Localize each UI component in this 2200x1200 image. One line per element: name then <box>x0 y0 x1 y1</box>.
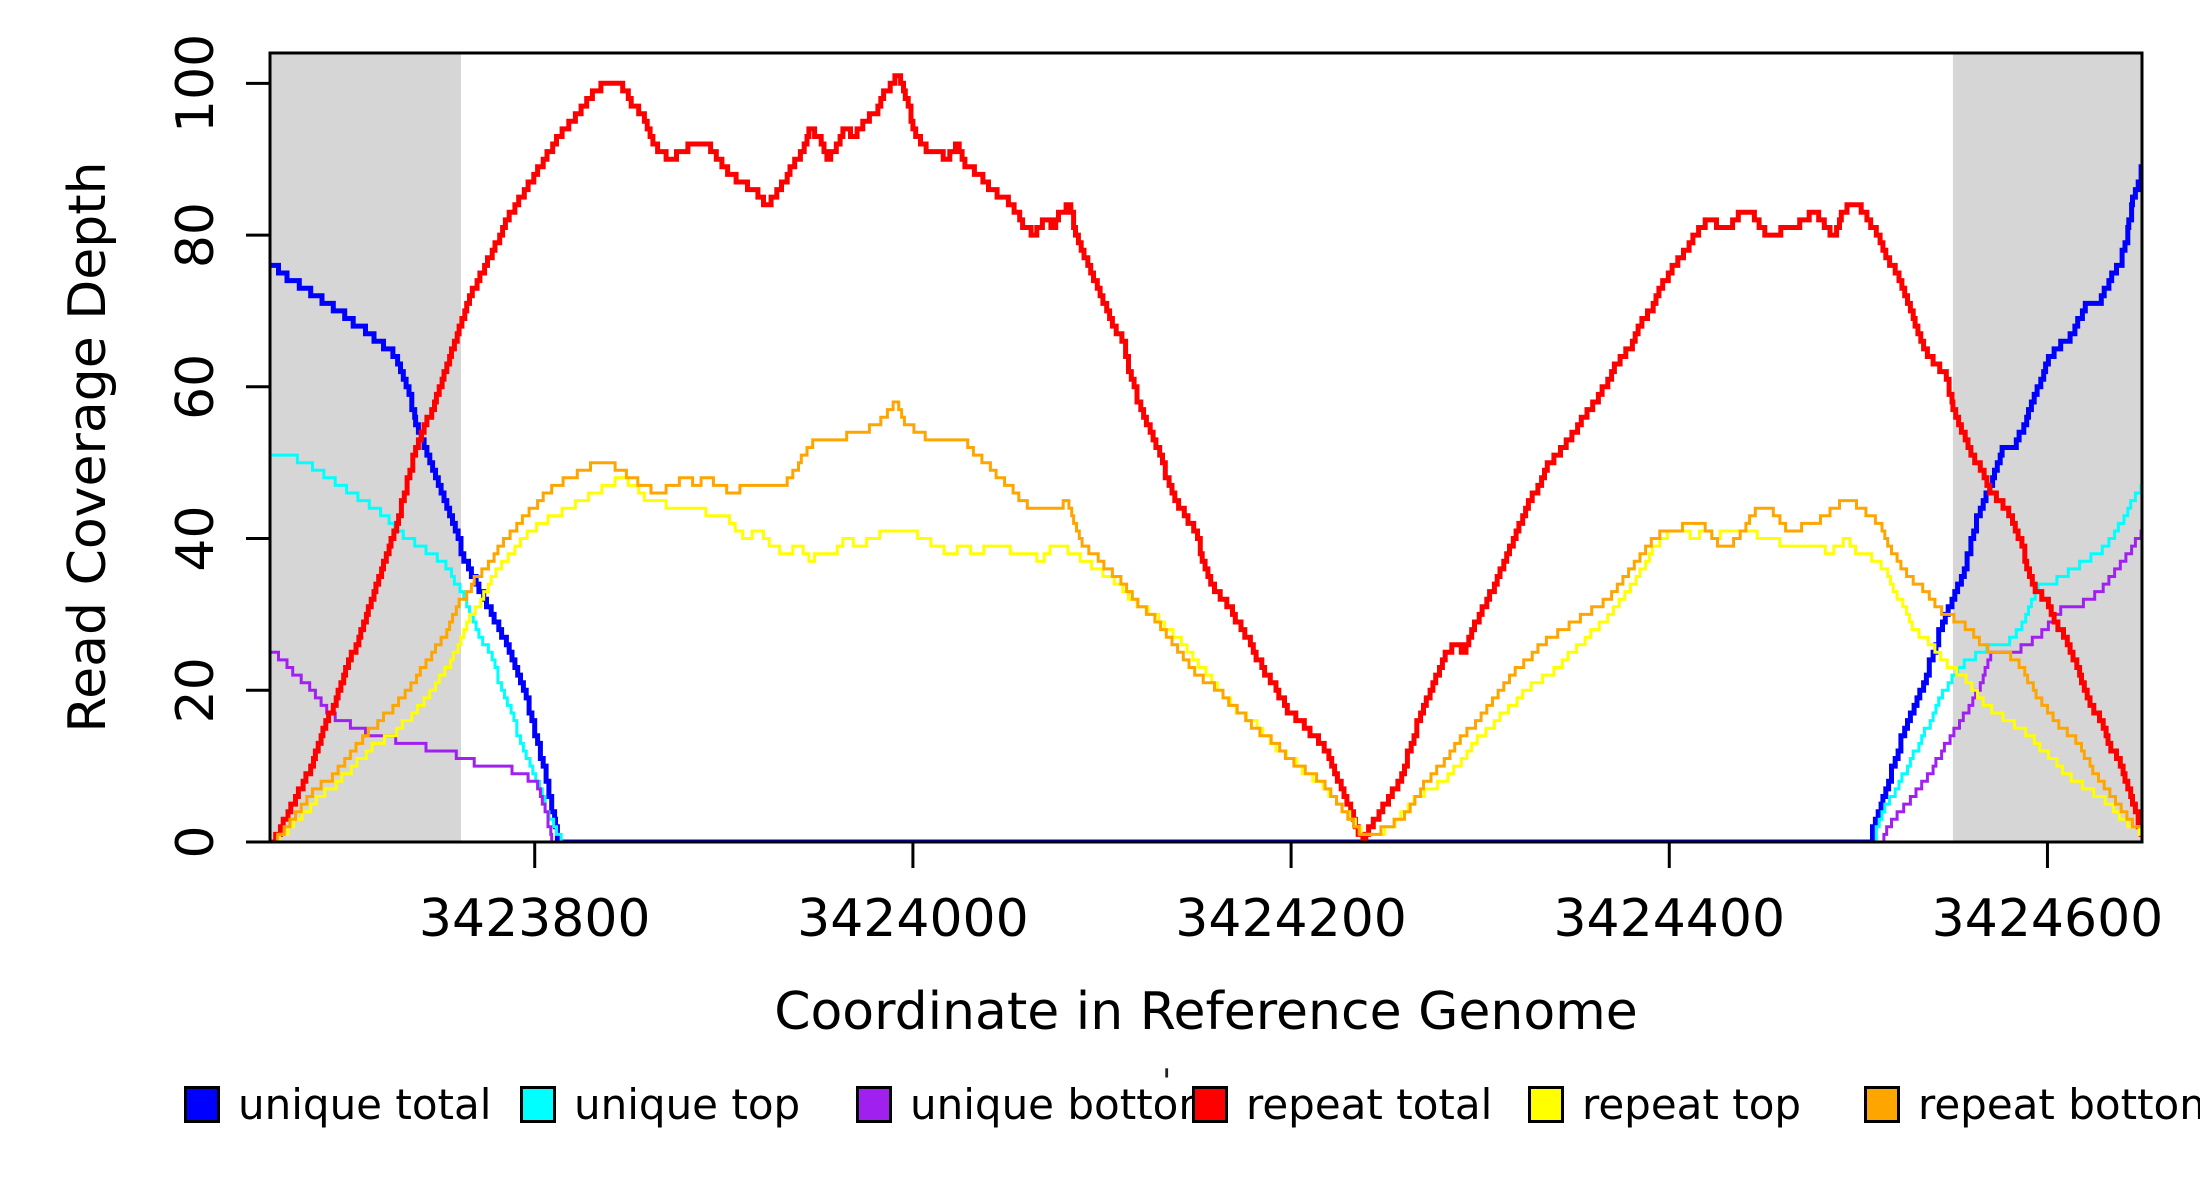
stray-mark: ' <box>1162 1062 1172 1102</box>
legend-swatch-icon <box>1864 1085 1900 1123</box>
x-tick-label: 3423800 <box>419 889 651 949</box>
legend-item: unique bottom <box>856 1079 1220 1129</box>
y-tick-label: 100 <box>166 34 226 133</box>
legend-label: repeat total <box>1246 1079 1493 1129</box>
x-tick-label: 3424400 <box>1553 889 1785 949</box>
legend-label: repeat bottom <box>1918 1079 2200 1129</box>
legend-swatch-icon <box>1192 1085 1228 1123</box>
y-tick-label: 60 <box>166 354 226 420</box>
legend-label: unique total <box>238 1079 492 1129</box>
legend-swatch-icon <box>184 1085 220 1123</box>
series-unique-top <box>270 453 2142 842</box>
y-axis-title: Read Coverage Depth <box>58 161 118 733</box>
legend-label: unique bottom <box>910 1079 1220 1129</box>
legend-item: unique top <box>520 1079 801 1129</box>
legend-label: unique top <box>574 1079 801 1129</box>
series-repeat-bottom <box>271 400 2142 842</box>
legend-item: repeat total <box>1192 1079 1493 1129</box>
x-tick-label: 3424600 <box>1932 889 2164 949</box>
plot-frame <box>268 51 2144 844</box>
series-repeat-total <box>270 73 2142 842</box>
legend-item: repeat top <box>1528 1079 1802 1129</box>
x-tick-label: 3424000 <box>797 889 1029 949</box>
y-tick-label: 40 <box>166 505 226 571</box>
legend-swatch-icon <box>1528 1085 1564 1123</box>
y-tick-label: 20 <box>166 657 226 723</box>
series-repeat-top <box>273 476 2142 842</box>
y-tick-label: 80 <box>166 202 226 268</box>
shaded-region <box>270 53 461 842</box>
legend: unique total unique top unique bottom re… <box>0 1080 2200 1140</box>
legend-item: unique total <box>184 1079 492 1129</box>
series-unique-total <box>270 164 2142 842</box>
shaded-region <box>1952 53 2142 842</box>
x-axis-title: Coordinate in Reference Genome <box>774 982 1638 1042</box>
legend-item: repeat bottom <box>1864 1079 2200 1129</box>
legend-swatch-icon <box>520 1085 556 1123</box>
legend-swatch-icon <box>856 1085 892 1123</box>
x-tick-label: 3424200 <box>1175 889 1407 949</box>
legend-label: repeat top <box>1582 1079 1802 1129</box>
y-tick-label: 0 <box>166 825 226 858</box>
